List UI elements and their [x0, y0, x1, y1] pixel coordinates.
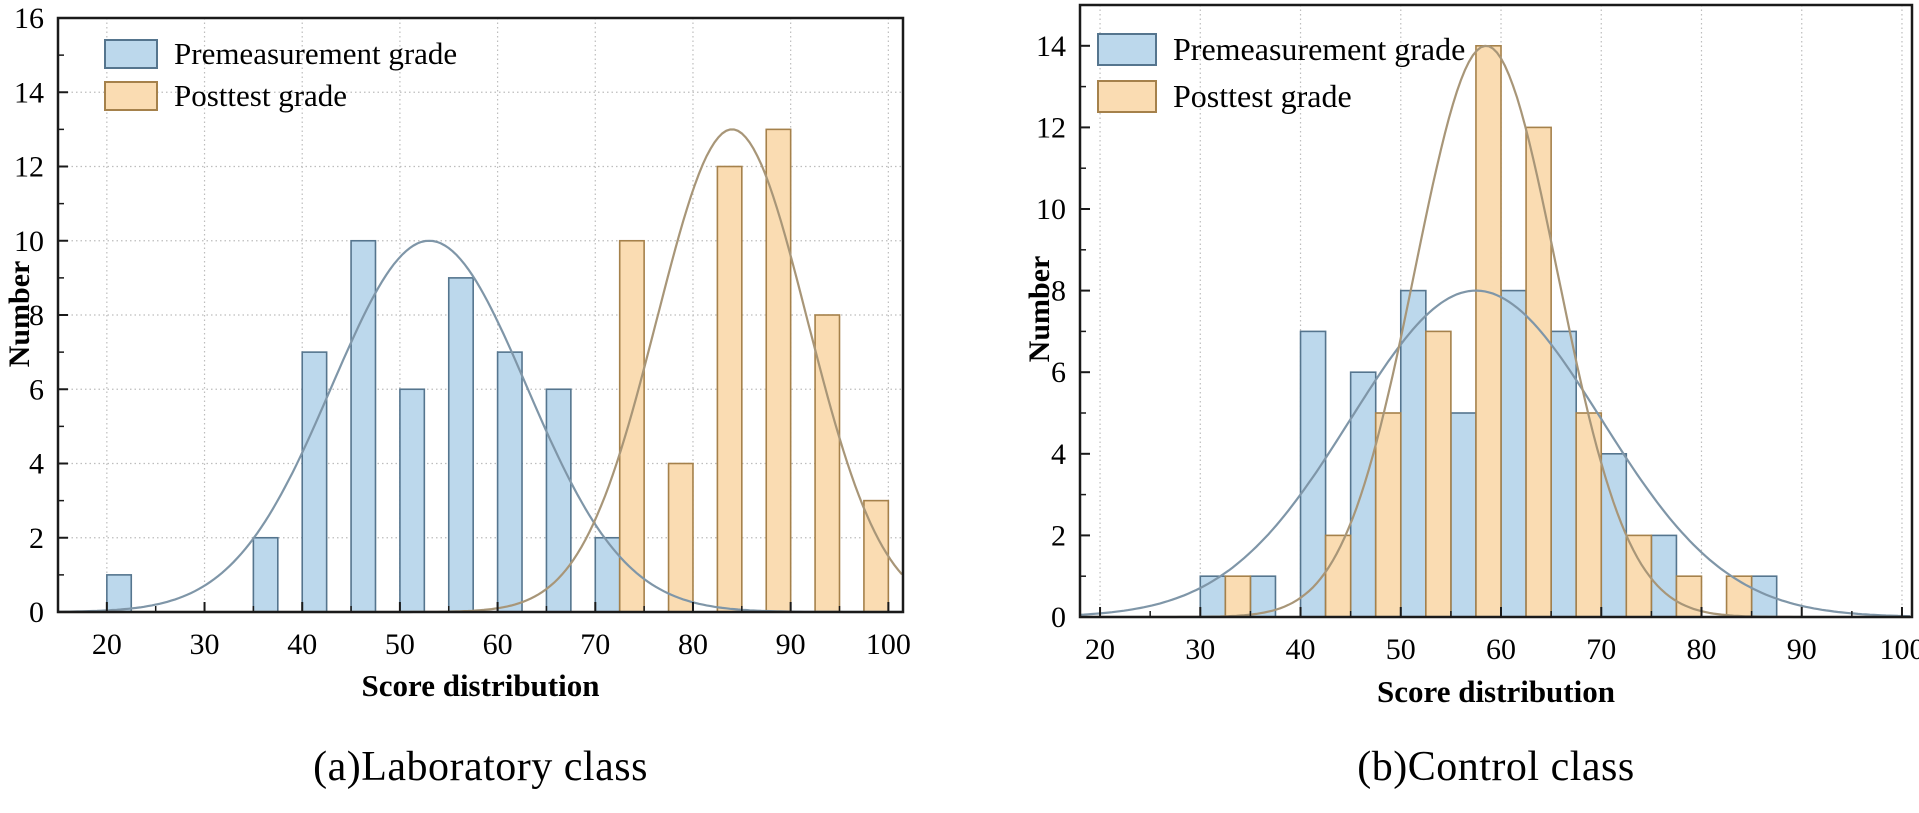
x-axis-label-control: Score distribution [1377, 674, 1615, 709]
legend-label-premeasurement: Premeasurement grade [174, 36, 458, 71]
x-tick-label: 40 [1286, 633, 1316, 666]
y-tick-label: 8 [1051, 275, 1066, 308]
premeasurement-swatch-icon [104, 39, 158, 69]
caption-laboratory-class: (a)Laboratory class [313, 744, 648, 790]
y-tick-label: 2 [1051, 519, 1066, 552]
pre-bar [496, 351, 523, 613]
x-tick-label: 20 [1085, 633, 1115, 666]
x-tick-label: 70 [580, 628, 610, 661]
pre-bar [1299, 330, 1327, 618]
plot-border [1078, 3, 1914, 619]
post-bars [618, 128, 890, 613]
pre-bar [1349, 371, 1377, 618]
y-tick-label: 4 [29, 448, 44, 481]
y-tick-label: 14 [1036, 30, 1066, 63]
y-tick-label: 16 [14, 2, 44, 35]
y-tick-label: 12 [1036, 111, 1066, 144]
pre-bar [252, 536, 279, 613]
x-axis-label-laboratory: Score distribution [361, 668, 600, 703]
x-tick-label: 60 [1486, 633, 1516, 666]
post-bar [716, 165, 743, 613]
post-bar [618, 239, 645, 613]
post-bar [1575, 412, 1603, 618]
legend-label-posttest: Posttest grade [1173, 78, 1352, 114]
y-tick-label: 10 [1036, 193, 1066, 226]
post-bar [1425, 330, 1452, 618]
posttest-swatch-icon [1097, 80, 1157, 113]
posttest-swatch-icon [104, 81, 158, 111]
post-bar [1224, 575, 1252, 618]
x-tick-label: 20 [92, 628, 122, 661]
post-bar [1324, 534, 1352, 618]
y-tick-label: 0 [29, 596, 44, 629]
x-tick-label: 70 [1586, 633, 1616, 666]
x-tick-label: 30 [190, 628, 220, 661]
y-tick-label: 0 [1051, 601, 1066, 634]
control-chart: 20 30 40 50 60 70 80 90 100 0 2 4 6 8 10 12 14 [1036, 3, 1919, 666]
y-tick-label: 6 [29, 373, 44, 406]
post-bar [1625, 534, 1653, 618]
pre-bar [594, 536, 621, 613]
caption-control-class: (b)Control class [1357, 744, 1635, 790]
x-tick-label: 60 [483, 628, 513, 661]
legend-label-posttest: Posttest grade [174, 78, 348, 113]
gridlines [58, 18, 903, 612]
legend-laboratory: Premeasurement grade Posttest grade [104, 33, 457, 117]
pre-bar [1650, 534, 1678, 618]
post-bar [1374, 412, 1402, 618]
pre-bars [106, 239, 621, 613]
axes-ticks: 20 30 40 50 60 70 80 90 100 0 2 4 6 8 10 12 14 [1036, 4, 1919, 666]
y-tick-label: 4 [1051, 438, 1066, 471]
pre-bar [301, 351, 328, 613]
legend-item-posttest: Posttest grade [104, 75, 457, 117]
x-tick-label: 30 [1185, 633, 1215, 666]
pre-bar [1500, 289, 1527, 618]
x-tick-label: 50 [385, 628, 415, 661]
post-bar [765, 128, 792, 613]
pre-bar [1450, 412, 1477, 618]
y-tick-label: 6 [1051, 356, 1066, 389]
axes-ticks: 20 30 40 50 60 70 80 90 100 0 2 4 6 8 10 12 14 16 [14, 2, 911, 661]
legend-item-premeasurement: Premeasurement grade [1097, 26, 1465, 73]
y-tick-label: 8 [29, 299, 44, 332]
y-axis-label-control: Number [1023, 255, 1056, 363]
legend-control: Premeasurement grade Posttest grade [1097, 26, 1465, 120]
legend-item-premeasurement: Premeasurement grade [104, 33, 457, 75]
legend-item-posttest: Posttest grade [1097, 73, 1465, 120]
x-tick-label: 90 [1787, 633, 1817, 666]
x-tick-label: 50 [1386, 633, 1416, 666]
y-tick-label: 14 [14, 76, 44, 109]
post-bar [667, 462, 694, 613]
laboratory-chart: 20 30 40 50 60 70 80 90 100 0 2 4 6 8 10 12 14 16 [14, 2, 911, 661]
x-tick-label: 40 [287, 628, 317, 661]
x-tick-label: 100 [866, 628, 911, 661]
x-tick-label: 90 [776, 628, 806, 661]
post-bar [1525, 126, 1552, 618]
pre-fit-curve [1079, 289, 1911, 618]
legend-label-premeasurement: Premeasurement grade [1173, 31, 1466, 67]
pre-bar [399, 388, 426, 613]
pre-bar [350, 239, 377, 613]
x-tick-label: 80 [1686, 633, 1716, 666]
x-tick-label: 80 [678, 628, 708, 661]
y-tick-label: 10 [14, 225, 44, 258]
y-axis-label-laboratory: Number [3, 260, 36, 368]
x-tick-label: 100 [1879, 633, 1919, 666]
pre-bar [106, 574, 133, 613]
premeasurement-swatch-icon [1097, 33, 1157, 66]
y-tick-label: 2 [29, 522, 44, 555]
post-bar [1475, 44, 1502, 618]
pre-bar [1199, 575, 1227, 618]
pre-bar [447, 277, 474, 613]
post-bar [1725, 575, 1753, 618]
y-tick-label: 12 [14, 151, 44, 184]
